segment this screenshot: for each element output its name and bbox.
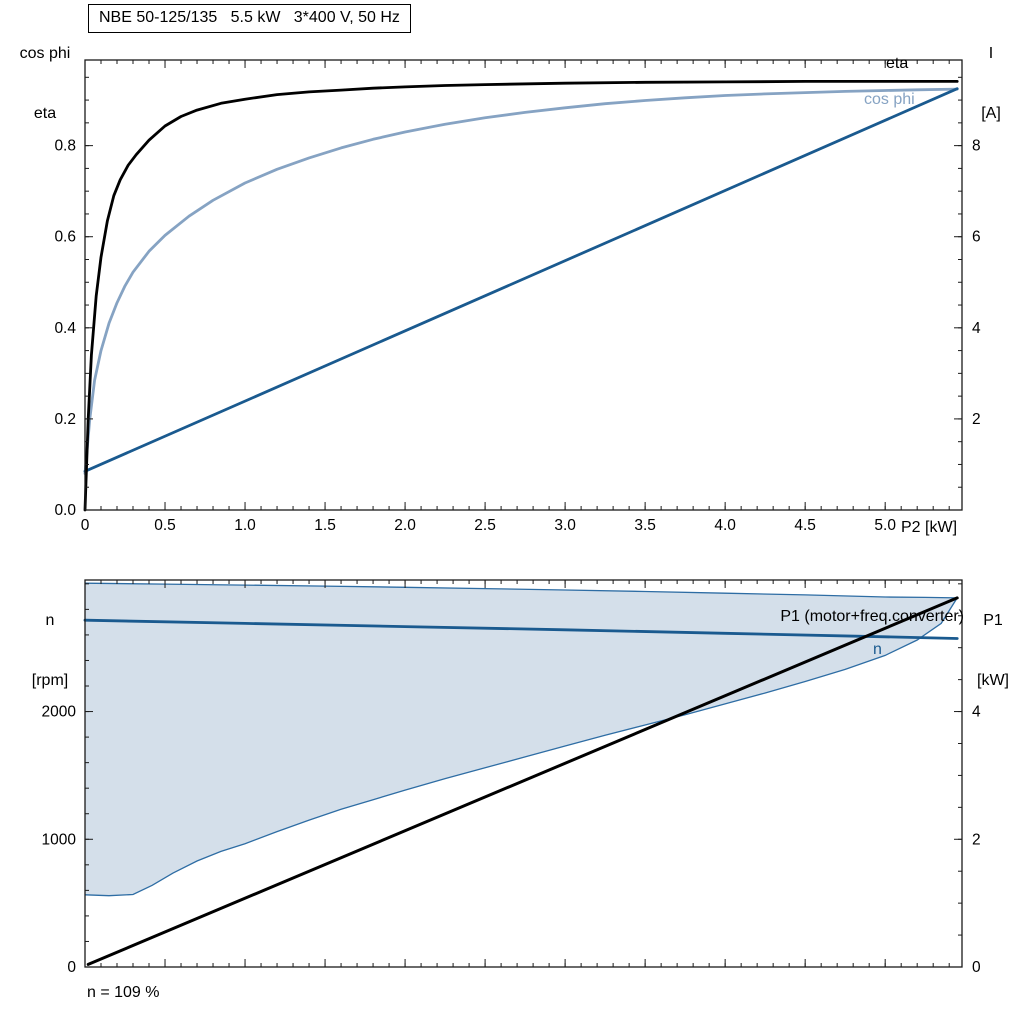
svg-text:1.0: 1.0 (234, 517, 256, 534)
svg-text:6: 6 (972, 229, 981, 246)
svg-text:0: 0 (67, 959, 76, 976)
svg-text:3.0: 3.0 (554, 517, 576, 534)
right-axis-title-line2: [A] (981, 105, 1001, 122)
left-axis-title-line2: eta (33, 105, 57, 122)
svg-text:2: 2 (972, 411, 981, 428)
bottom-right-axis-title-line1: P1 (983, 612, 1003, 629)
bottom-left-axis-title-line1: n (45, 612, 55, 629)
bottom-right-axis-title: P1 [kW] (964, 571, 1022, 711)
svg-text:0.0: 0.0 (54, 502, 76, 519)
svg-text:8: 8 (972, 138, 981, 155)
p1-curve-label: P1 (motor+freq.converter) (780, 608, 964, 625)
svg-text:1.5: 1.5 (314, 517, 336, 534)
bottom-right-axis-title-line2: [kW] (977, 672, 1009, 689)
svg-text:0.8: 0.8 (54, 138, 76, 155)
top-left-axis-title: cos phi eta (8, 4, 82, 144)
svg-text:0.4: 0.4 (54, 320, 76, 337)
svg-text:0: 0 (972, 959, 981, 976)
svg-text:4.5: 4.5 (794, 517, 816, 534)
top-right-axis-title: I [A] (964, 4, 1018, 144)
svg-text:0: 0 (81, 517, 90, 534)
left-axis-title-line1: cos phi (19, 45, 71, 62)
svg-text:5.0: 5.0 (874, 517, 896, 534)
n-curve-label: n (873, 641, 882, 658)
speed-percentage-note: n = 109 % (87, 984, 160, 1001)
svg-text:0.5: 0.5 (154, 517, 176, 534)
svg-text:1000: 1000 (42, 831, 77, 848)
bottom-left-axis-title-line2: [rpm] (31, 672, 69, 689)
svg-text:3.5: 3.5 (634, 517, 656, 534)
svg-text:2000: 2000 (42, 704, 77, 721)
svg-text:2.0: 2.0 (394, 517, 416, 534)
cos-phi-curve-label: cos phi (864, 91, 915, 108)
svg-text:4: 4 (972, 704, 981, 721)
svg-text:0.6: 0.6 (54, 229, 76, 246)
eta-curve-label: eta (886, 55, 909, 72)
right-axis-title-line1: I (988, 45, 994, 62)
svg-text:2.5: 2.5 (474, 517, 496, 534)
bottom-left-axis-title: n [rpm] (14, 571, 86, 711)
svg-text:4.0: 4.0 (714, 517, 736, 534)
svg-text:2: 2 (972, 831, 981, 848)
x-axis-title-p2: P2 [kW] (901, 519, 958, 536)
svg-text:4: 4 (972, 320, 981, 337)
curve-title-box: NBE 50-125/135 5.5 kW 3*400 V, 50 Hz (88, 4, 411, 33)
svg-text:0.2: 0.2 (54, 411, 76, 428)
